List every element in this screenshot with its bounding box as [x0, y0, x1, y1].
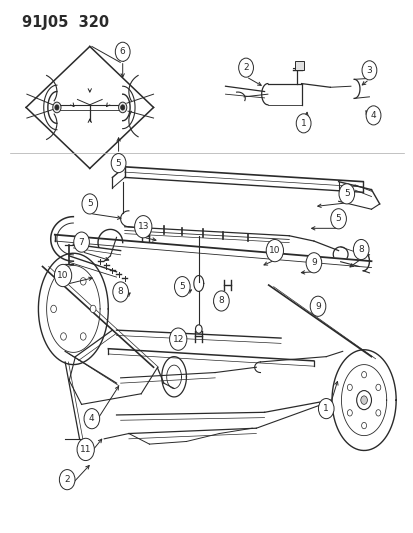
- Circle shape: [74, 232, 89, 252]
- Circle shape: [113, 282, 128, 302]
- Circle shape: [361, 61, 376, 80]
- Circle shape: [90, 305, 96, 313]
- Circle shape: [77, 438, 94, 461]
- Text: 5: 5: [335, 214, 341, 223]
- Circle shape: [169, 328, 186, 350]
- Circle shape: [60, 333, 66, 340]
- Text: 8: 8: [358, 245, 363, 254]
- Text: 8: 8: [117, 287, 123, 296]
- Text: 10: 10: [57, 271, 69, 280]
- Circle shape: [53, 102, 61, 113]
- Circle shape: [111, 154, 126, 173]
- Text: 12: 12: [172, 335, 183, 344]
- Text: 11: 11: [80, 445, 91, 454]
- Text: 4: 4: [89, 414, 95, 423]
- Circle shape: [213, 291, 229, 311]
- Circle shape: [84, 409, 100, 429]
- Circle shape: [347, 410, 351, 416]
- Text: 2: 2: [243, 63, 248, 72]
- Circle shape: [115, 42, 130, 61]
- Text: 9: 9: [314, 302, 320, 311]
- Circle shape: [118, 102, 126, 113]
- Circle shape: [353, 239, 368, 260]
- Circle shape: [305, 253, 321, 273]
- Text: 4: 4: [370, 111, 375, 120]
- Circle shape: [51, 305, 56, 313]
- Circle shape: [59, 470, 75, 490]
- Circle shape: [60, 278, 66, 285]
- Circle shape: [195, 325, 202, 333]
- Text: 5: 5: [343, 189, 349, 198]
- Text: 2: 2: [64, 475, 70, 484]
- Text: 13: 13: [137, 222, 149, 231]
- Text: 5: 5: [87, 199, 93, 208]
- Circle shape: [134, 216, 152, 238]
- Text: 6: 6: [119, 47, 125, 56]
- Bar: [295, 61, 303, 70]
- Text: 1: 1: [300, 119, 306, 128]
- Circle shape: [82, 194, 97, 214]
- Circle shape: [120, 105, 124, 110]
- Circle shape: [360, 396, 366, 405]
- Text: 3: 3: [366, 66, 371, 75]
- Text: 7: 7: [78, 238, 84, 247]
- Text: 10: 10: [268, 246, 280, 255]
- Circle shape: [80, 333, 86, 340]
- Circle shape: [309, 296, 325, 317]
- Circle shape: [266, 239, 283, 262]
- Circle shape: [55, 105, 59, 110]
- Text: 8: 8: [218, 296, 224, 305]
- Circle shape: [361, 372, 366, 378]
- Circle shape: [338, 184, 354, 204]
- Circle shape: [361, 422, 366, 429]
- Circle shape: [375, 384, 380, 391]
- Circle shape: [174, 277, 190, 297]
- Text: 1: 1: [323, 404, 328, 413]
- Circle shape: [347, 384, 351, 391]
- Text: 9: 9: [310, 259, 316, 267]
- Circle shape: [375, 410, 380, 416]
- Circle shape: [296, 114, 310, 133]
- Circle shape: [54, 264, 71, 287]
- Circle shape: [318, 399, 333, 419]
- Circle shape: [238, 58, 253, 77]
- Circle shape: [365, 106, 380, 125]
- Circle shape: [356, 391, 370, 410]
- Circle shape: [80, 278, 86, 285]
- Circle shape: [330, 209, 346, 229]
- Text: 5: 5: [115, 159, 121, 167]
- Text: 91J05  320: 91J05 320: [22, 14, 109, 30]
- Text: 5: 5: [179, 282, 185, 291]
